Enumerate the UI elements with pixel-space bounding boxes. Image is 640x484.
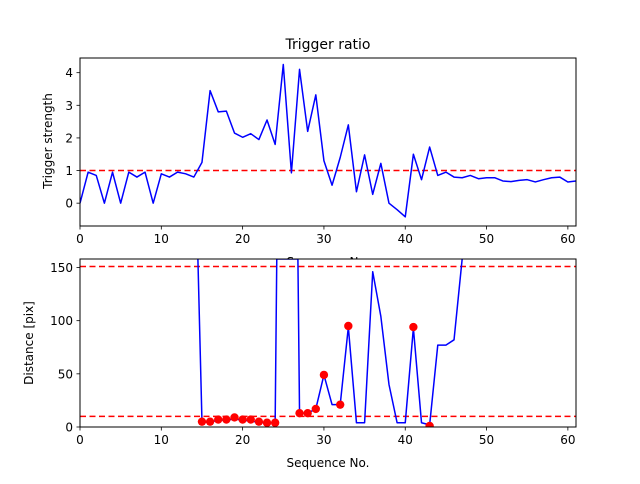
data-point (303, 408, 312, 418)
y-tick-label: 3 (65, 99, 73, 113)
plot-area (80, 63, 576, 218)
data-point (319, 370, 329, 380)
data-point (238, 415, 247, 424)
data-point (335, 400, 345, 409)
x-tick-label: 20 (235, 433, 250, 447)
data-point (197, 417, 207, 426)
x-tick-label: 40 (398, 232, 413, 246)
x-axis-label: Sequence No. (287, 456, 370, 470)
data-point (295, 408, 304, 418)
x-tick-label: 50 (479, 433, 494, 447)
y-tick-label: 0 (65, 197, 73, 211)
data-point (222, 415, 231, 424)
y-tick-label: 100 (50, 314, 73, 328)
lower-plot-background (80, 259, 576, 427)
y-tick-label: 4 (65, 66, 73, 80)
chart-title: Trigger ratio (284, 37, 370, 53)
data-point (425, 421, 434, 427)
data-point (409, 322, 418, 332)
axes-frame (79, 57, 577, 227)
axes-frame (79, 258, 577, 428)
data-point (230, 413, 239, 422)
data-point (254, 417, 264, 426)
data-point (246, 415, 255, 424)
x-tick-label: 20 (235, 232, 250, 246)
x-tick-label: 50 (479, 232, 494, 246)
x-tick-label: 40 (398, 433, 413, 447)
x-tick-label: 60 (560, 433, 575, 447)
trigger-ratio-panel: Trigger ratio Trigger strength Sequence … (41, 37, 577, 269)
distance-panel: Distance [pix] Sequence No. 0 10 20 30 40 50 6… (22, 258, 577, 470)
y-tick-label: 150 (50, 261, 73, 275)
y-tick-label: 0 (65, 421, 73, 435)
y-tick-label: 1 (65, 164, 73, 178)
y-tick-label: 50 (58, 367, 73, 381)
data-point (214, 415, 223, 424)
y-axis-label: Distance [pix] (22, 301, 36, 385)
data-point (344, 321, 353, 331)
series-line (80, 63, 576, 218)
plot-area (80, 259, 576, 427)
data-point (205, 417, 215, 426)
x-tick-label: 30 (316, 433, 331, 447)
data-point (262, 418, 272, 427)
x-tick-label: 10 (154, 232, 169, 246)
x-tick-label: 30 (316, 232, 331, 246)
x-tick-label: 10 (154, 433, 169, 447)
y-tick-label: 2 (65, 131, 73, 145)
x-tick-label: 0 (76, 433, 84, 447)
data-point (311, 404, 321, 414)
x-tick-label: 60 (560, 232, 575, 246)
y-axis-label: Trigger strength (41, 93, 55, 190)
x-tick-label: 0 (76, 232, 84, 246)
data-point (270, 418, 280, 427)
